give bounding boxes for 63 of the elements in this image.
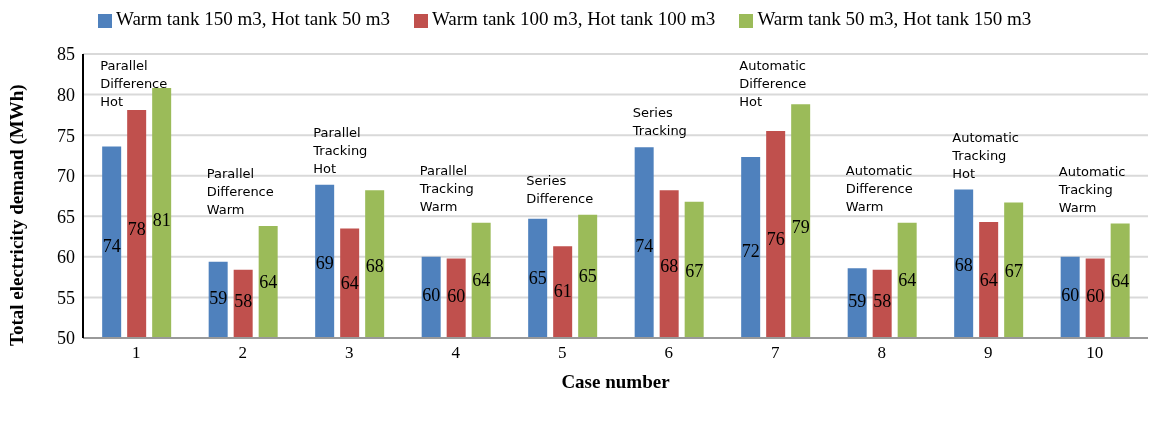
legend-label: Warm tank 50 m3, Hot tank 150 m3 [757, 8, 1032, 29]
data-label: 64 [259, 271, 278, 292]
data-label: 60 [1086, 286, 1105, 307]
legend-label: Warm tank 100 m3, Hot tank 100 m3 [431, 8, 716, 29]
x-tick-label: 3 [345, 343, 354, 363]
data-label: 59 [848, 290, 867, 311]
data-label: 74 [102, 235, 121, 256]
annotation: Series Tracking [631, 105, 687, 139]
data-label: 69 [315, 252, 334, 273]
annotation: Automatic Difference Hot [739, 58, 807, 109]
data-label: 68 [954, 255, 973, 276]
y-axis-title: Total electricity demand (MWh) [5, 84, 28, 346]
data-label: 64 [340, 272, 359, 293]
annotation: Automatic Tracking Warm [1057, 163, 1126, 215]
data-label: 64 [979, 269, 998, 290]
y-tick-label: 80 [57, 84, 75, 105]
annotation: Parallel Tracking Hot [312, 124, 368, 176]
annotation: Parallel Difference Warm [206, 166, 274, 218]
data-label: 78 [127, 219, 146, 240]
x-tick-label: 10 [1086, 343, 1104, 363]
data-label: 58 [234, 291, 253, 312]
data-label: 64 [1111, 270, 1130, 291]
x-tick-label: 1 [132, 343, 141, 363]
legend-label: Warm tank 150 m3, Hot tank 50 m3 [116, 8, 390, 29]
y-tick-label: 65 [57, 206, 75, 227]
y-tick-label: 70 [57, 166, 75, 187]
data-label: 60 [447, 286, 466, 307]
data-label: 59 [209, 287, 228, 308]
x-tick-label: 9 [984, 343, 993, 363]
y-tick-label: 55 [57, 287, 75, 308]
x-tick-label: 6 [664, 343, 673, 363]
data-label: 67 [1004, 261, 1023, 282]
x-axis-title: Case number [561, 371, 671, 392]
annotation: Parallel Tracking Warm [418, 162, 474, 214]
annotation: Automatic Difference Warm [845, 162, 913, 214]
x-tick-label: 4 [451, 343, 461, 363]
annotation: Automatic Tracking Hot [951, 129, 1019, 181]
x-tick-label: 2 [238, 343, 247, 363]
data-label: 76 [766, 228, 785, 249]
annotation: Parallel Difference Hot [100, 58, 168, 109]
data-label: 64 [472, 270, 491, 291]
data-label: 72 [741, 240, 760, 261]
data-label: 61 [553, 280, 572, 301]
data-label: 60 [422, 285, 441, 306]
y-tick-label: 60 [57, 247, 75, 268]
data-label: 74 [635, 236, 654, 257]
x-tick-label: 5 [558, 343, 567, 363]
data-label: 81 [152, 209, 171, 230]
data-label: 64 [898, 270, 917, 291]
annotation: Series Difference [526, 172, 594, 206]
data-label: 79 [791, 216, 810, 237]
x-tick-label: 8 [877, 343, 886, 363]
data-label: 60 [1061, 285, 1080, 306]
data-label: 65 [578, 266, 597, 287]
data-label: 68 [660, 255, 679, 276]
y-tick-label: 85 [57, 44, 75, 65]
data-label: 67 [685, 260, 704, 281]
data-label: 58 [873, 291, 892, 312]
y-tick-label: 75 [57, 125, 75, 146]
y-tick-label: 50 [57, 328, 75, 349]
data-label: 65 [528, 268, 547, 289]
data-label: 68 [365, 255, 384, 276]
x-tick-label: 7 [771, 343, 780, 363]
